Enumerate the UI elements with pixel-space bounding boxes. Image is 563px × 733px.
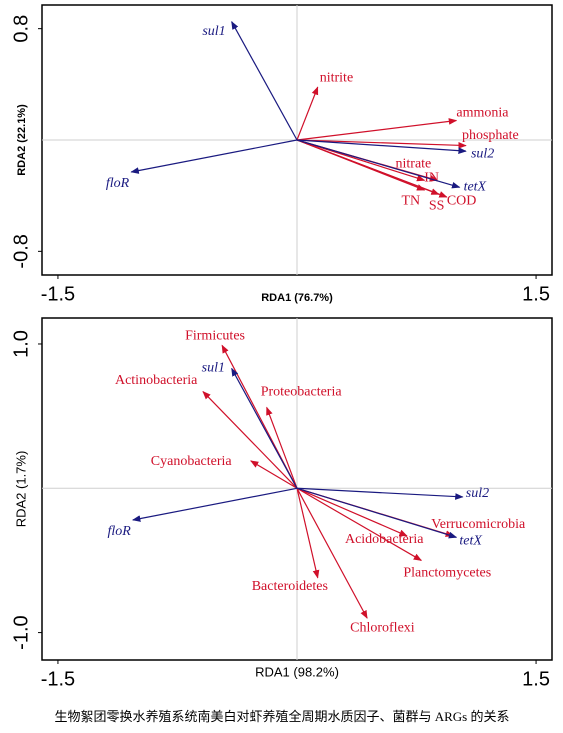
vector-label: Planctomycetes xyxy=(403,566,491,581)
vector-arrow xyxy=(296,487,458,539)
y-tick-label: 1.0 xyxy=(10,330,32,358)
vector-label: Verrucomicrobia xyxy=(431,517,526,532)
vector-label: Bacteroidetes xyxy=(252,579,328,594)
x-tick-label: -1.5 xyxy=(41,668,75,690)
x-axis-title: RDA1 (98.2%) xyxy=(255,664,339,679)
vector-label: tetX xyxy=(464,180,487,195)
vector-label: ammonia xyxy=(456,106,509,121)
vector-label: Proteobacteria xyxy=(261,385,343,400)
vector-arrow xyxy=(266,406,298,489)
x-tick-label: 1.5 xyxy=(522,668,550,690)
vector-label: IN xyxy=(424,171,439,186)
vector-label: SS xyxy=(429,198,445,213)
y-axis-title: RDA2 (22.1%) xyxy=(16,104,28,176)
vector-label: phosphate xyxy=(462,128,519,143)
vector-arrow xyxy=(231,20,298,141)
vector-label: tetX xyxy=(459,534,482,549)
vector-label: floR xyxy=(106,176,130,191)
vector-arrow xyxy=(296,487,408,537)
vector-label: sul2 xyxy=(471,146,494,161)
vector-arrow xyxy=(296,487,464,500)
vector-arrow xyxy=(132,487,298,522)
y-axis-title: RDA2 (1.7%) xyxy=(13,451,28,528)
vector-arrow xyxy=(296,139,467,149)
vector-arrow xyxy=(202,390,298,489)
vector-arrow xyxy=(130,139,298,174)
vector-arrow xyxy=(296,139,467,154)
y-tick-label: 0.8 xyxy=(10,15,32,43)
vector-arrow xyxy=(296,487,423,561)
vector-arrow xyxy=(231,367,298,489)
vector-arrow xyxy=(296,118,458,141)
vector-label: sul1 xyxy=(202,361,225,376)
x-axis-title: RDA1 (76.7%) xyxy=(261,292,333,304)
vector-label: sul1 xyxy=(202,24,225,39)
x-tick-label: -1.5 xyxy=(41,283,75,305)
y-tick-label: -1.0 xyxy=(10,615,32,649)
vector-arrow xyxy=(296,487,368,619)
vector-arrow xyxy=(296,488,320,579)
vector-label: Chloroflexi xyxy=(350,620,415,635)
vector-label: TN xyxy=(402,193,421,208)
y-tick-label: -0.8 xyxy=(10,234,32,268)
vector-label: sul2 xyxy=(466,486,489,501)
vector-label: COD xyxy=(447,193,477,208)
vector-label: Firmicutes xyxy=(185,329,245,344)
vector-arrow xyxy=(296,139,448,198)
vector-label: floR xyxy=(108,524,132,539)
vector-arrow xyxy=(296,139,461,189)
vector-label: Cyanobacteria xyxy=(151,454,233,469)
caption: 生物絮团零换水养殖系统南美白对虾养殖全周期水质因子、菌群与 ARGs 的关系 xyxy=(54,709,509,724)
vector-label: nitrate xyxy=(396,157,432,172)
vector-arrow xyxy=(250,460,298,489)
vector-label: Actinobacteria xyxy=(115,373,198,388)
vector-label: nitrite xyxy=(320,70,353,85)
vector-arrow xyxy=(296,86,319,141)
x-tick-label: 1.5 xyxy=(522,283,550,305)
